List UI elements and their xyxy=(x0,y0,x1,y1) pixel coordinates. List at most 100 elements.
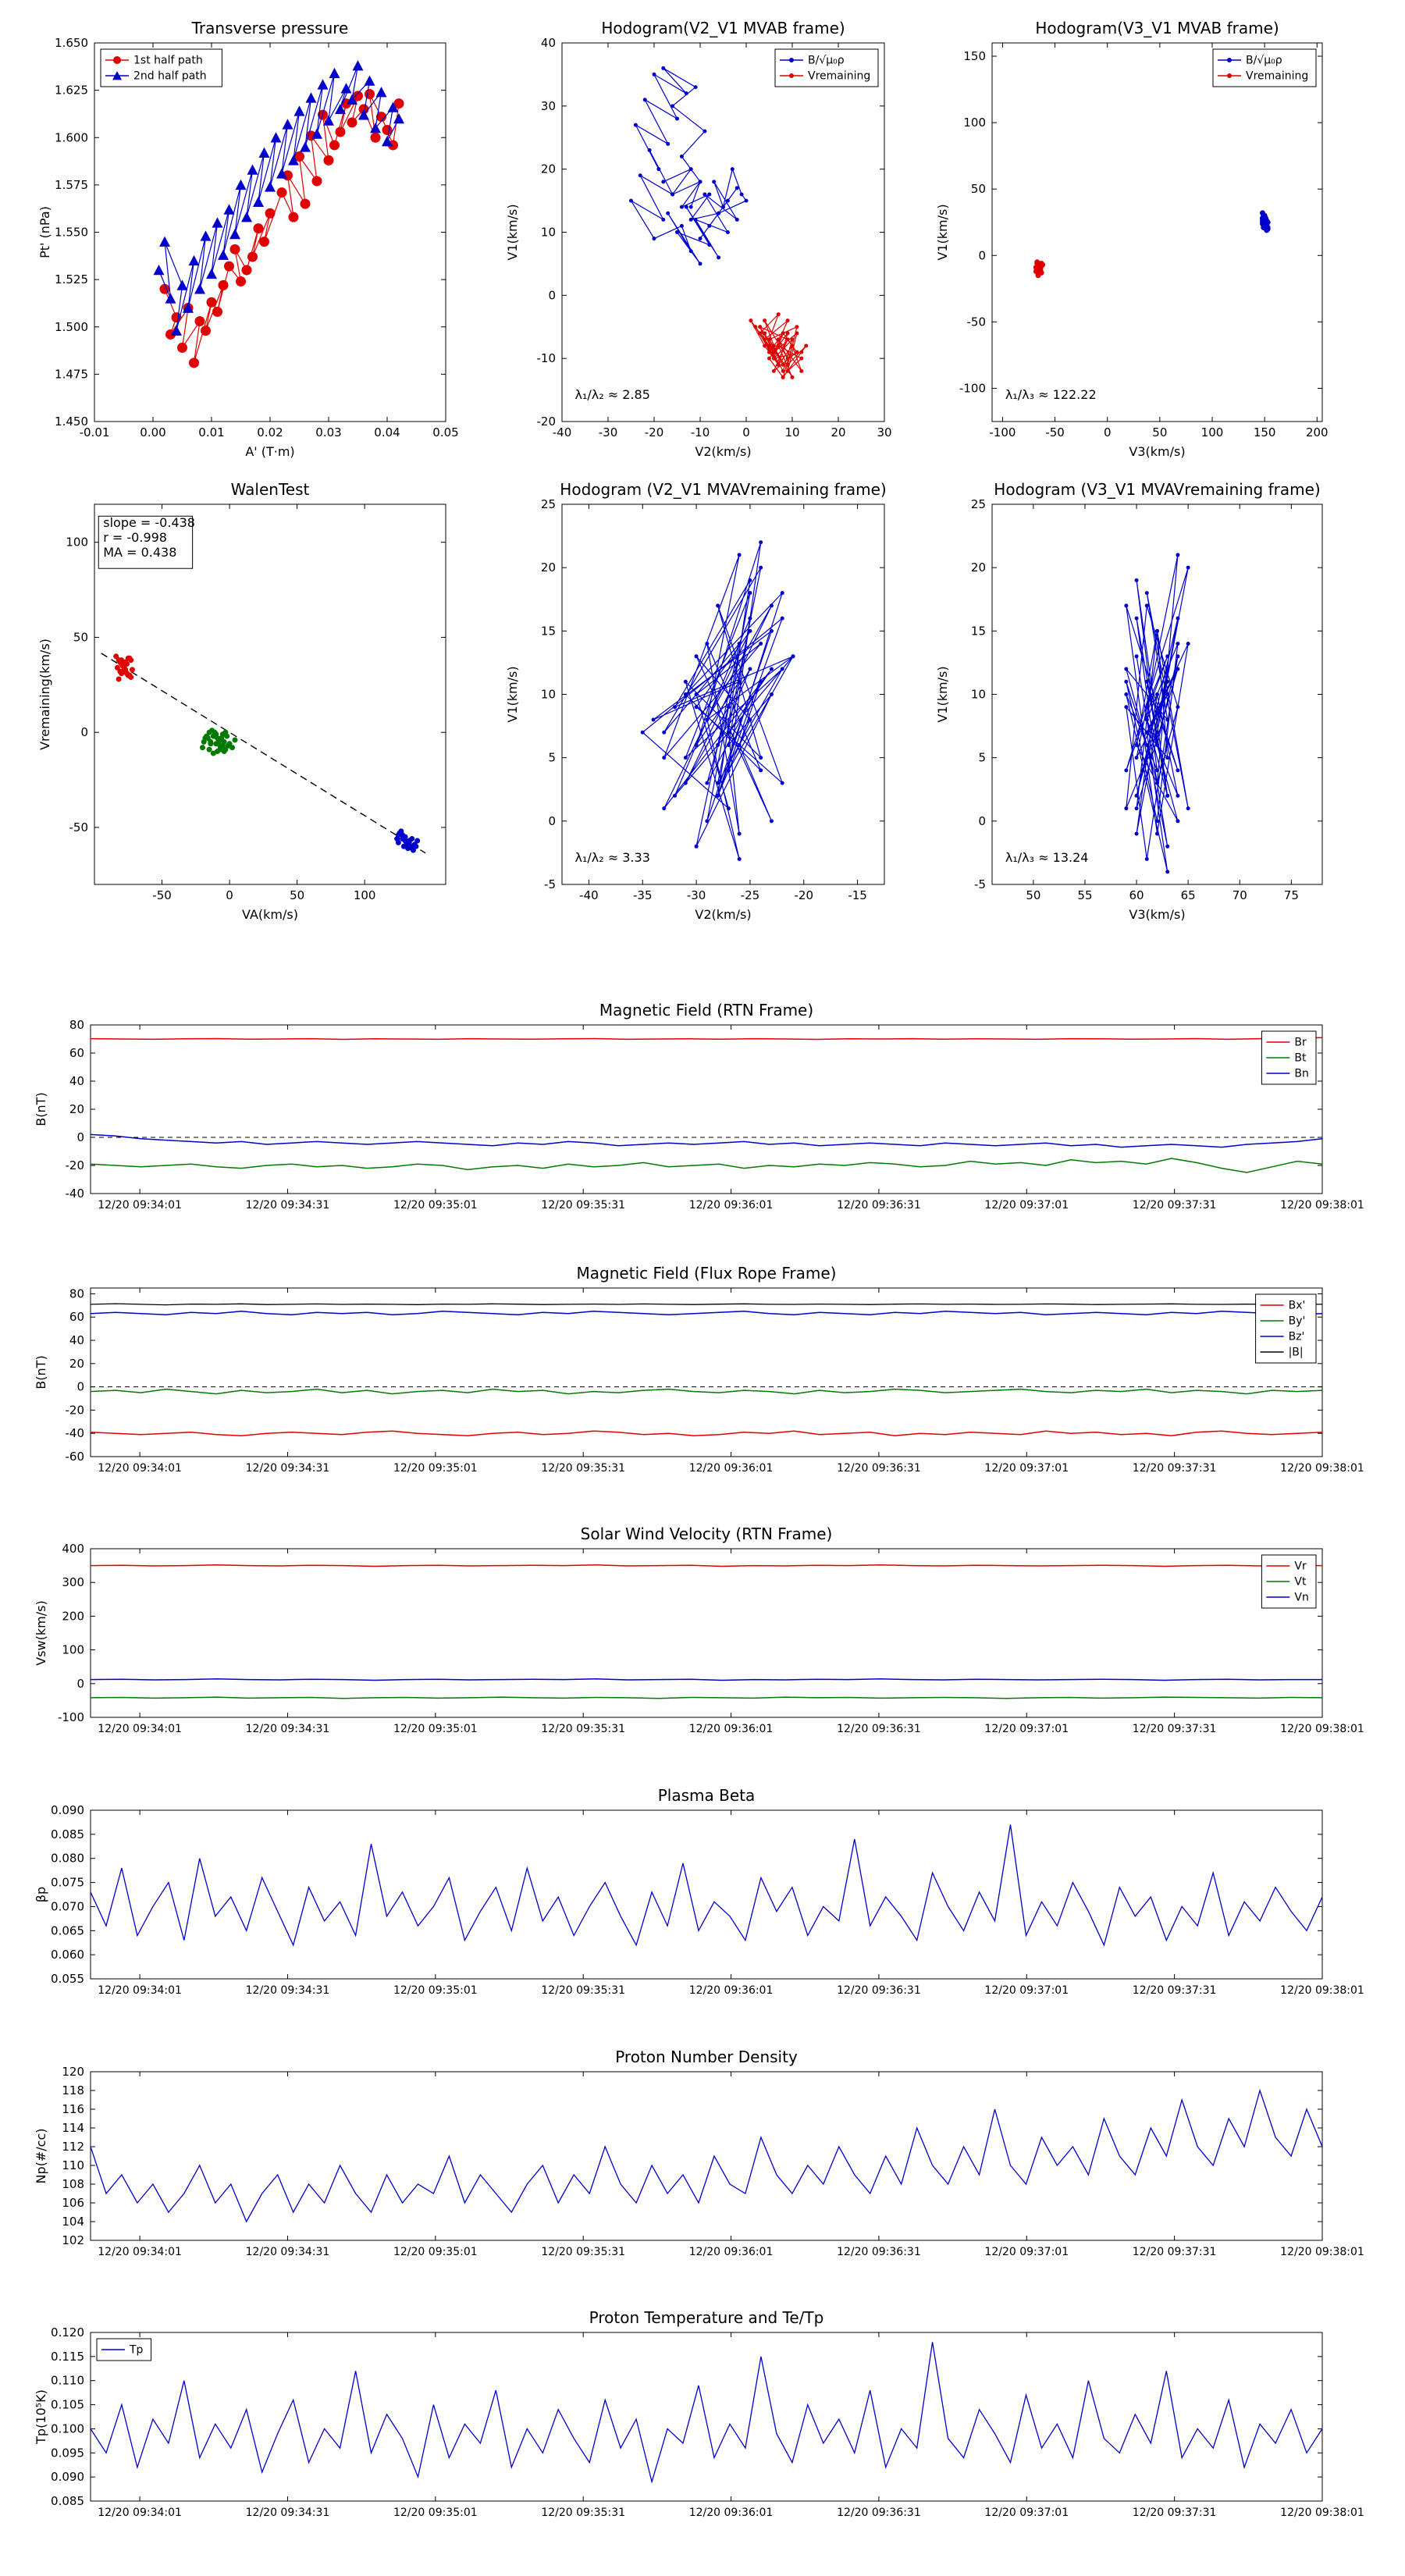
svg-text:V3(km/s): V3(km/s) xyxy=(1129,444,1185,459)
svg-text:10: 10 xyxy=(541,688,556,702)
chart-magnetic-field-fluxrope: 12/20 09:34:01 12/20 09:34:31 12/20 09:35:… xyxy=(34,1264,1364,1475)
svg-text:V1(km/s): V1(km/s) xyxy=(505,204,520,260)
svg-text:50: 50 xyxy=(1152,425,1167,439)
svg-text:-50: -50 xyxy=(152,888,172,902)
svg-text:12/20 09:35:31: 12/20 09:35:31 xyxy=(541,1199,625,1212)
chart-plasma-beta: 12/20 09:34:01 12/20 09:34:31 12/20 09:35:… xyxy=(34,1786,1364,1997)
svg-text:12/20 09:34:31: 12/20 09:34:31 xyxy=(246,1984,330,1997)
chart-walen-test: -50 0 50 100 -50 0 50 100 WalenTest VA(km/s) Vrema… xyxy=(37,480,446,922)
svg-text:25: 25 xyxy=(971,497,986,511)
svg-text:-40: -40 xyxy=(579,888,599,902)
chart-hodogram-v2v1-mvav: -40 -35 -30 -25 -20 -15 -5 0 5 10 15 20 25 Hodogram (… xyxy=(505,480,887,922)
svg-text:10: 10 xyxy=(784,425,799,439)
svg-text:Br: Br xyxy=(1294,1037,1307,1049)
svg-text:V2(km/s): V2(km/s) xyxy=(695,907,751,922)
svg-text:-20: -20 xyxy=(66,1403,85,1417)
svg-text:V1(km/s): V1(km/s) xyxy=(505,666,520,722)
svg-text:V2(km/s): V2(km/s) xyxy=(695,444,751,459)
svg-text:40: 40 xyxy=(69,1333,84,1347)
svg-text:20: 20 xyxy=(69,1357,84,1371)
svg-text:12/20 09:34:01: 12/20 09:34:01 xyxy=(98,2246,182,2258)
svg-text:0.100: 0.100 xyxy=(51,2421,84,2435)
svg-text:65: 65 xyxy=(1181,888,1196,902)
svg-text:0: 0 xyxy=(548,814,556,828)
svg-text:112: 112 xyxy=(62,2140,84,2154)
svg-text:Bt: Bt xyxy=(1294,1052,1307,1065)
svg-text:5: 5 xyxy=(548,751,556,765)
svg-text:80: 80 xyxy=(69,1286,84,1300)
svg-text:WalenTest: WalenTest xyxy=(231,480,310,499)
svg-text:12/20 09:34:01: 12/20 09:34:01 xyxy=(98,1462,182,1475)
svg-text:60: 60 xyxy=(1129,888,1144,902)
svg-text:20: 20 xyxy=(69,1102,84,1116)
svg-text:12/20 09:36:31: 12/20 09:36:31 xyxy=(837,1723,921,1735)
svg-text:12/20 09:35:31: 12/20 09:35:31 xyxy=(541,1462,625,1475)
svg-text:0.03: 0.03 xyxy=(315,425,341,439)
svg-text:150: 150 xyxy=(963,49,986,63)
svg-text:108: 108 xyxy=(62,2177,84,2191)
svg-text:0.055: 0.055 xyxy=(51,1972,84,1986)
svg-text:102: 102 xyxy=(62,2233,84,2247)
svg-text:Np(#/cc): Np(#/cc) xyxy=(34,2129,48,2184)
svg-text:12/20 09:34:01: 12/20 09:34:01 xyxy=(98,1199,182,1212)
svg-text:12/20 09:35:31: 12/20 09:35:31 xyxy=(541,1984,625,1997)
svg-text:30: 30 xyxy=(877,425,891,439)
svg-text:0.04: 0.04 xyxy=(374,425,400,439)
svg-text:12/20 09:34:31: 12/20 09:34:31 xyxy=(246,1199,330,1212)
svg-text:|B|: |B| xyxy=(1289,1347,1304,1359)
svg-text:12/20 09:37:01: 12/20 09:37:01 xyxy=(984,1984,1069,1997)
svg-text:0: 0 xyxy=(978,814,986,828)
svg-text:0: 0 xyxy=(80,725,88,739)
svg-text:12/20 09:34:31: 12/20 09:34:31 xyxy=(246,1723,330,1735)
svg-text:15: 15 xyxy=(541,624,556,638)
svg-text:Vremaining(km/s): Vremaining(km/s) xyxy=(37,639,52,750)
svg-text:-100: -100 xyxy=(989,425,1016,439)
svg-text:-5: -5 xyxy=(974,877,986,891)
svg-text:-50: -50 xyxy=(1045,425,1065,439)
svg-text:0.105: 0.105 xyxy=(51,2398,84,2412)
svg-text:0.085: 0.085 xyxy=(51,1827,84,1841)
svg-text:-20: -20 xyxy=(645,425,664,439)
svg-text:-40: -40 xyxy=(66,1187,85,1201)
svg-text:100: 100 xyxy=(963,116,986,130)
svg-text:Proton Number Density: Proton Number Density xyxy=(615,2048,798,2066)
svg-text:70: 70 xyxy=(1232,888,1247,902)
svg-text:10: 10 xyxy=(541,226,556,240)
svg-text:0: 0 xyxy=(76,1130,84,1144)
svg-text:0.090: 0.090 xyxy=(51,2470,84,2484)
svg-text:Pt' (nPa): Pt' (nPa) xyxy=(37,206,52,258)
svg-text:-20: -20 xyxy=(537,415,557,429)
svg-text:λ₁/λ₃ ≈ 122.22: λ₁/λ₃ ≈ 122.22 xyxy=(1005,387,1097,402)
svg-text:1.625: 1.625 xyxy=(55,84,88,98)
chart-hodogram-v3v1-mvab: -100 -50 0 50 100 150 200 -100 -50 0 50 100 150 Hodog… xyxy=(935,19,1329,459)
svg-text:12/20 09:34:01: 12/20 09:34:01 xyxy=(98,1723,182,1735)
svg-text:20: 20 xyxy=(541,162,556,176)
svg-text:VA(km/s): VA(km/s) xyxy=(242,907,298,922)
svg-text:118: 118 xyxy=(62,2083,84,2097)
svg-text:Vr: Vr xyxy=(1294,1560,1307,1573)
svg-text:12/20 09:36:01: 12/20 09:36:01 xyxy=(689,1984,774,1997)
svg-text:10: 10 xyxy=(971,688,986,702)
svg-text:1.525: 1.525 xyxy=(55,272,88,286)
svg-text:V1(km/s): V1(km/s) xyxy=(935,204,950,260)
svg-text:50: 50 xyxy=(1026,888,1040,902)
svg-text:60: 60 xyxy=(69,1046,84,1060)
svg-text:12/20 09:38:01: 12/20 09:38:01 xyxy=(1280,1462,1364,1475)
svg-text:βp: βp xyxy=(34,1887,48,1902)
svg-text:-5: -5 xyxy=(544,877,556,891)
svg-text:Hodogram(V2_V1 MVAB frame): Hodogram(V2_V1 MVAB frame) xyxy=(601,19,845,37)
svg-text:150: 150 xyxy=(1254,425,1276,439)
svg-text:12/20 09:37:01: 12/20 09:37:01 xyxy=(984,1723,1069,1735)
svg-text:12/20 09:38:01: 12/20 09:38:01 xyxy=(1280,1984,1364,1997)
svg-text:100: 100 xyxy=(66,535,88,550)
svg-text:80: 80 xyxy=(69,1018,84,1032)
svg-text:100: 100 xyxy=(62,1643,84,1657)
svg-text:-20: -20 xyxy=(66,1158,85,1172)
svg-text:Magnetic Field (Flux Rope Fram: Magnetic Field (Flux Rope Frame) xyxy=(577,1264,837,1283)
svg-text:-0.01: -0.01 xyxy=(80,425,110,439)
svg-text:12/20 09:36:01: 12/20 09:36:01 xyxy=(689,1199,774,1212)
svg-text:0: 0 xyxy=(742,425,750,439)
svg-text:-15: -15 xyxy=(848,888,867,902)
